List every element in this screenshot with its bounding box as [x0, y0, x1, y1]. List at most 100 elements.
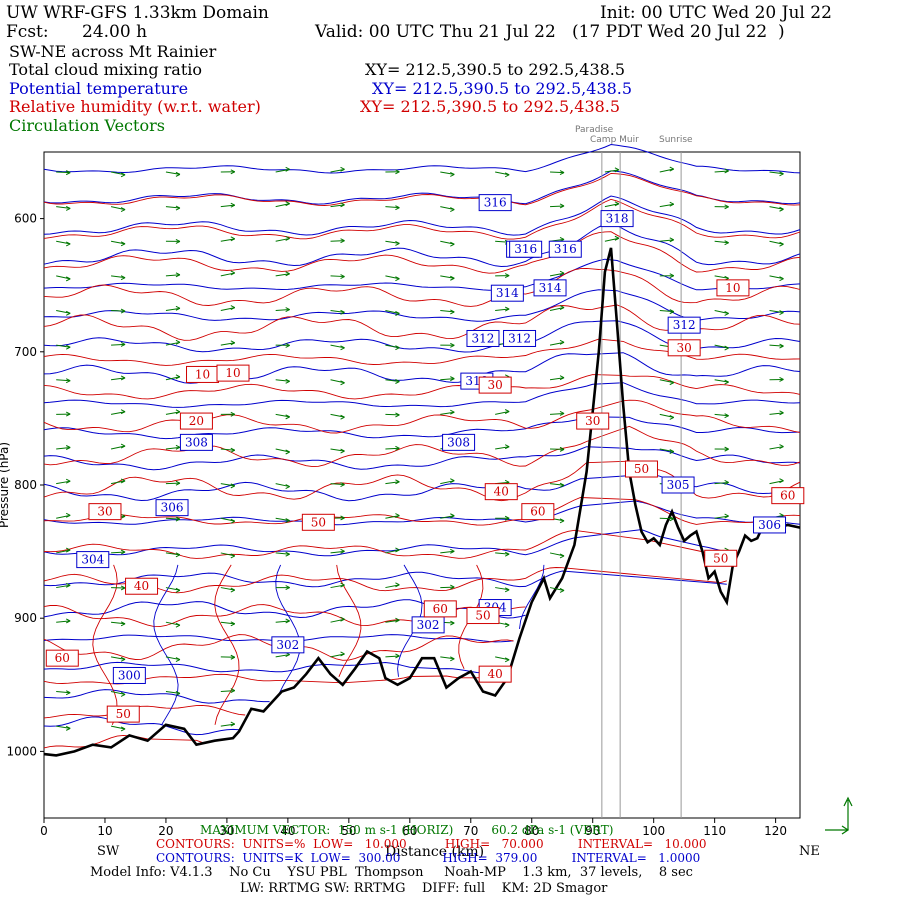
vector-arrow [165, 411, 181, 415]
theta-label: 302 [417, 618, 440, 632]
rh-label: 60 [530, 505, 545, 519]
theta-contour-info: CONTOURS: UNITS=K LOW= 300.00 HIGH= 379.… [156, 851, 701, 865]
theta-label-box [753, 516, 787, 534]
vector-arrow [165, 587, 181, 591]
contour-line [43, 704, 246, 719]
vector-arrowhead [285, 551, 290, 557]
vector-arrow [220, 238, 235, 242]
vector-arrow [385, 447, 400, 450]
vector-arrowhead [779, 343, 784, 349]
vector-arrowhead [285, 414, 290, 420]
vector-arrow [111, 621, 126, 625]
vector-arrowhead [559, 446, 565, 452]
vector-arrow [275, 273, 290, 277]
vector-arrow [220, 690, 235, 692]
x-tick-label: 90 [585, 824, 600, 838]
vector-arrow [56, 725, 71, 729]
vector-arrowhead [340, 274, 345, 280]
cross-section-label: SW-NE across Mt Rainier [9, 42, 217, 61]
vector-arrowhead [175, 587, 181, 593]
vector-arrow [220, 483, 235, 487]
contour-line [43, 374, 801, 400]
vector-arrow [769, 171, 784, 175]
vector-arrowhead [175, 205, 181, 211]
vector-arrowhead [65, 310, 71, 316]
vector-arrow [385, 515, 400, 519]
vector-arrowhead [285, 271, 290, 277]
vector-arrow [385, 655, 400, 658]
vector-arrow [769, 240, 784, 245]
rh-label-box [521, 503, 555, 521]
vector-arrowhead [669, 516, 674, 522]
x-tick-label: 70 [463, 824, 478, 838]
vector-arrowhead [230, 411, 236, 417]
vector-arrowhead [230, 236, 236, 242]
field-rh: Relative humidity (w.r.t. water) [9, 97, 261, 116]
theta-label-box [600, 210, 634, 228]
vector-arrowhead [724, 311, 729, 316]
vector-arrow [549, 552, 565, 557]
vector-arrow [769, 344, 784, 347]
vector-arrowhead [65, 205, 71, 211]
rh-label-box [704, 549, 738, 567]
vector-arrowhead [504, 409, 510, 414]
vector-arrowhead [559, 518, 565, 524]
vector-arrowhead [65, 445, 71, 450]
vector-arrowhead [559, 553, 565, 559]
vector-arrowhead [175, 552, 181, 558]
vector-arrow [440, 550, 455, 554]
theta-label-box [490, 284, 524, 302]
vector-arrow [56, 446, 71, 450]
y-tick-label: 800 [14, 478, 37, 492]
vector-arrow [56, 379, 71, 382]
vector-arrow [659, 379, 674, 384]
contour-line [43, 231, 801, 274]
rh-label: 10 [725, 281, 740, 295]
vector-arrowhead [504, 306, 510, 312]
vector-arrow [385, 275, 400, 280]
field-theta: Potential temperature [9, 79, 189, 98]
vector-arrow [220, 587, 235, 591]
vector-arrowhead [230, 340, 236, 346]
vector-arrowhead [65, 411, 71, 417]
vector-arrowhead [175, 657, 181, 663]
contour-line [43, 352, 801, 384]
forecast-label: Fcst: [6, 22, 49, 42]
contour-line [43, 529, 733, 557]
vector-arrowhead [340, 616, 345, 622]
vector-arrow [495, 308, 510, 312]
contour-line [43, 399, 801, 434]
x-tick-label: 120 [764, 824, 787, 838]
theta-label: 316 [484, 196, 507, 210]
theta-label: 312 [472, 331, 495, 345]
vector-arrowhead [450, 342, 455, 348]
vector-arrow [110, 206, 126, 211]
vector-arrow [110, 480, 126, 485]
vector-arrow [275, 168, 290, 173]
contour-line [43, 500, 801, 526]
theta-label: 314 [539, 281, 562, 295]
vector-arrow [111, 310, 126, 312]
contour-line [519, 564, 545, 629]
vector-arrow [604, 237, 620, 242]
theta-label: 318 [606, 212, 629, 226]
vector-arrow [56, 549, 71, 554]
field-theta-xy: XY= 212.5,390.5 to 292.5,438.5 [372, 79, 633, 98]
contour-line [153, 564, 179, 726]
vector-arrowhead [175, 622, 181, 628]
rh-label-box [478, 376, 512, 394]
vector-arrow [165, 517, 180, 520]
vector-arrow [330, 413, 345, 418]
vector-arrow [659, 413, 674, 418]
vector-arrow [659, 203, 674, 208]
vector-arrow [110, 240, 126, 245]
vector-arrowhead [395, 582, 400, 588]
vector-arrow [385, 549, 400, 554]
vector-arrowhead [230, 654, 236, 660]
vector-arrowhead [65, 241, 71, 247]
vector-arrow [220, 307, 235, 311]
vector-arrowhead [559, 375, 565, 381]
vector-arrow [275, 552, 290, 555]
vector-arrow [56, 584, 71, 589]
theta-label-box [548, 240, 582, 258]
